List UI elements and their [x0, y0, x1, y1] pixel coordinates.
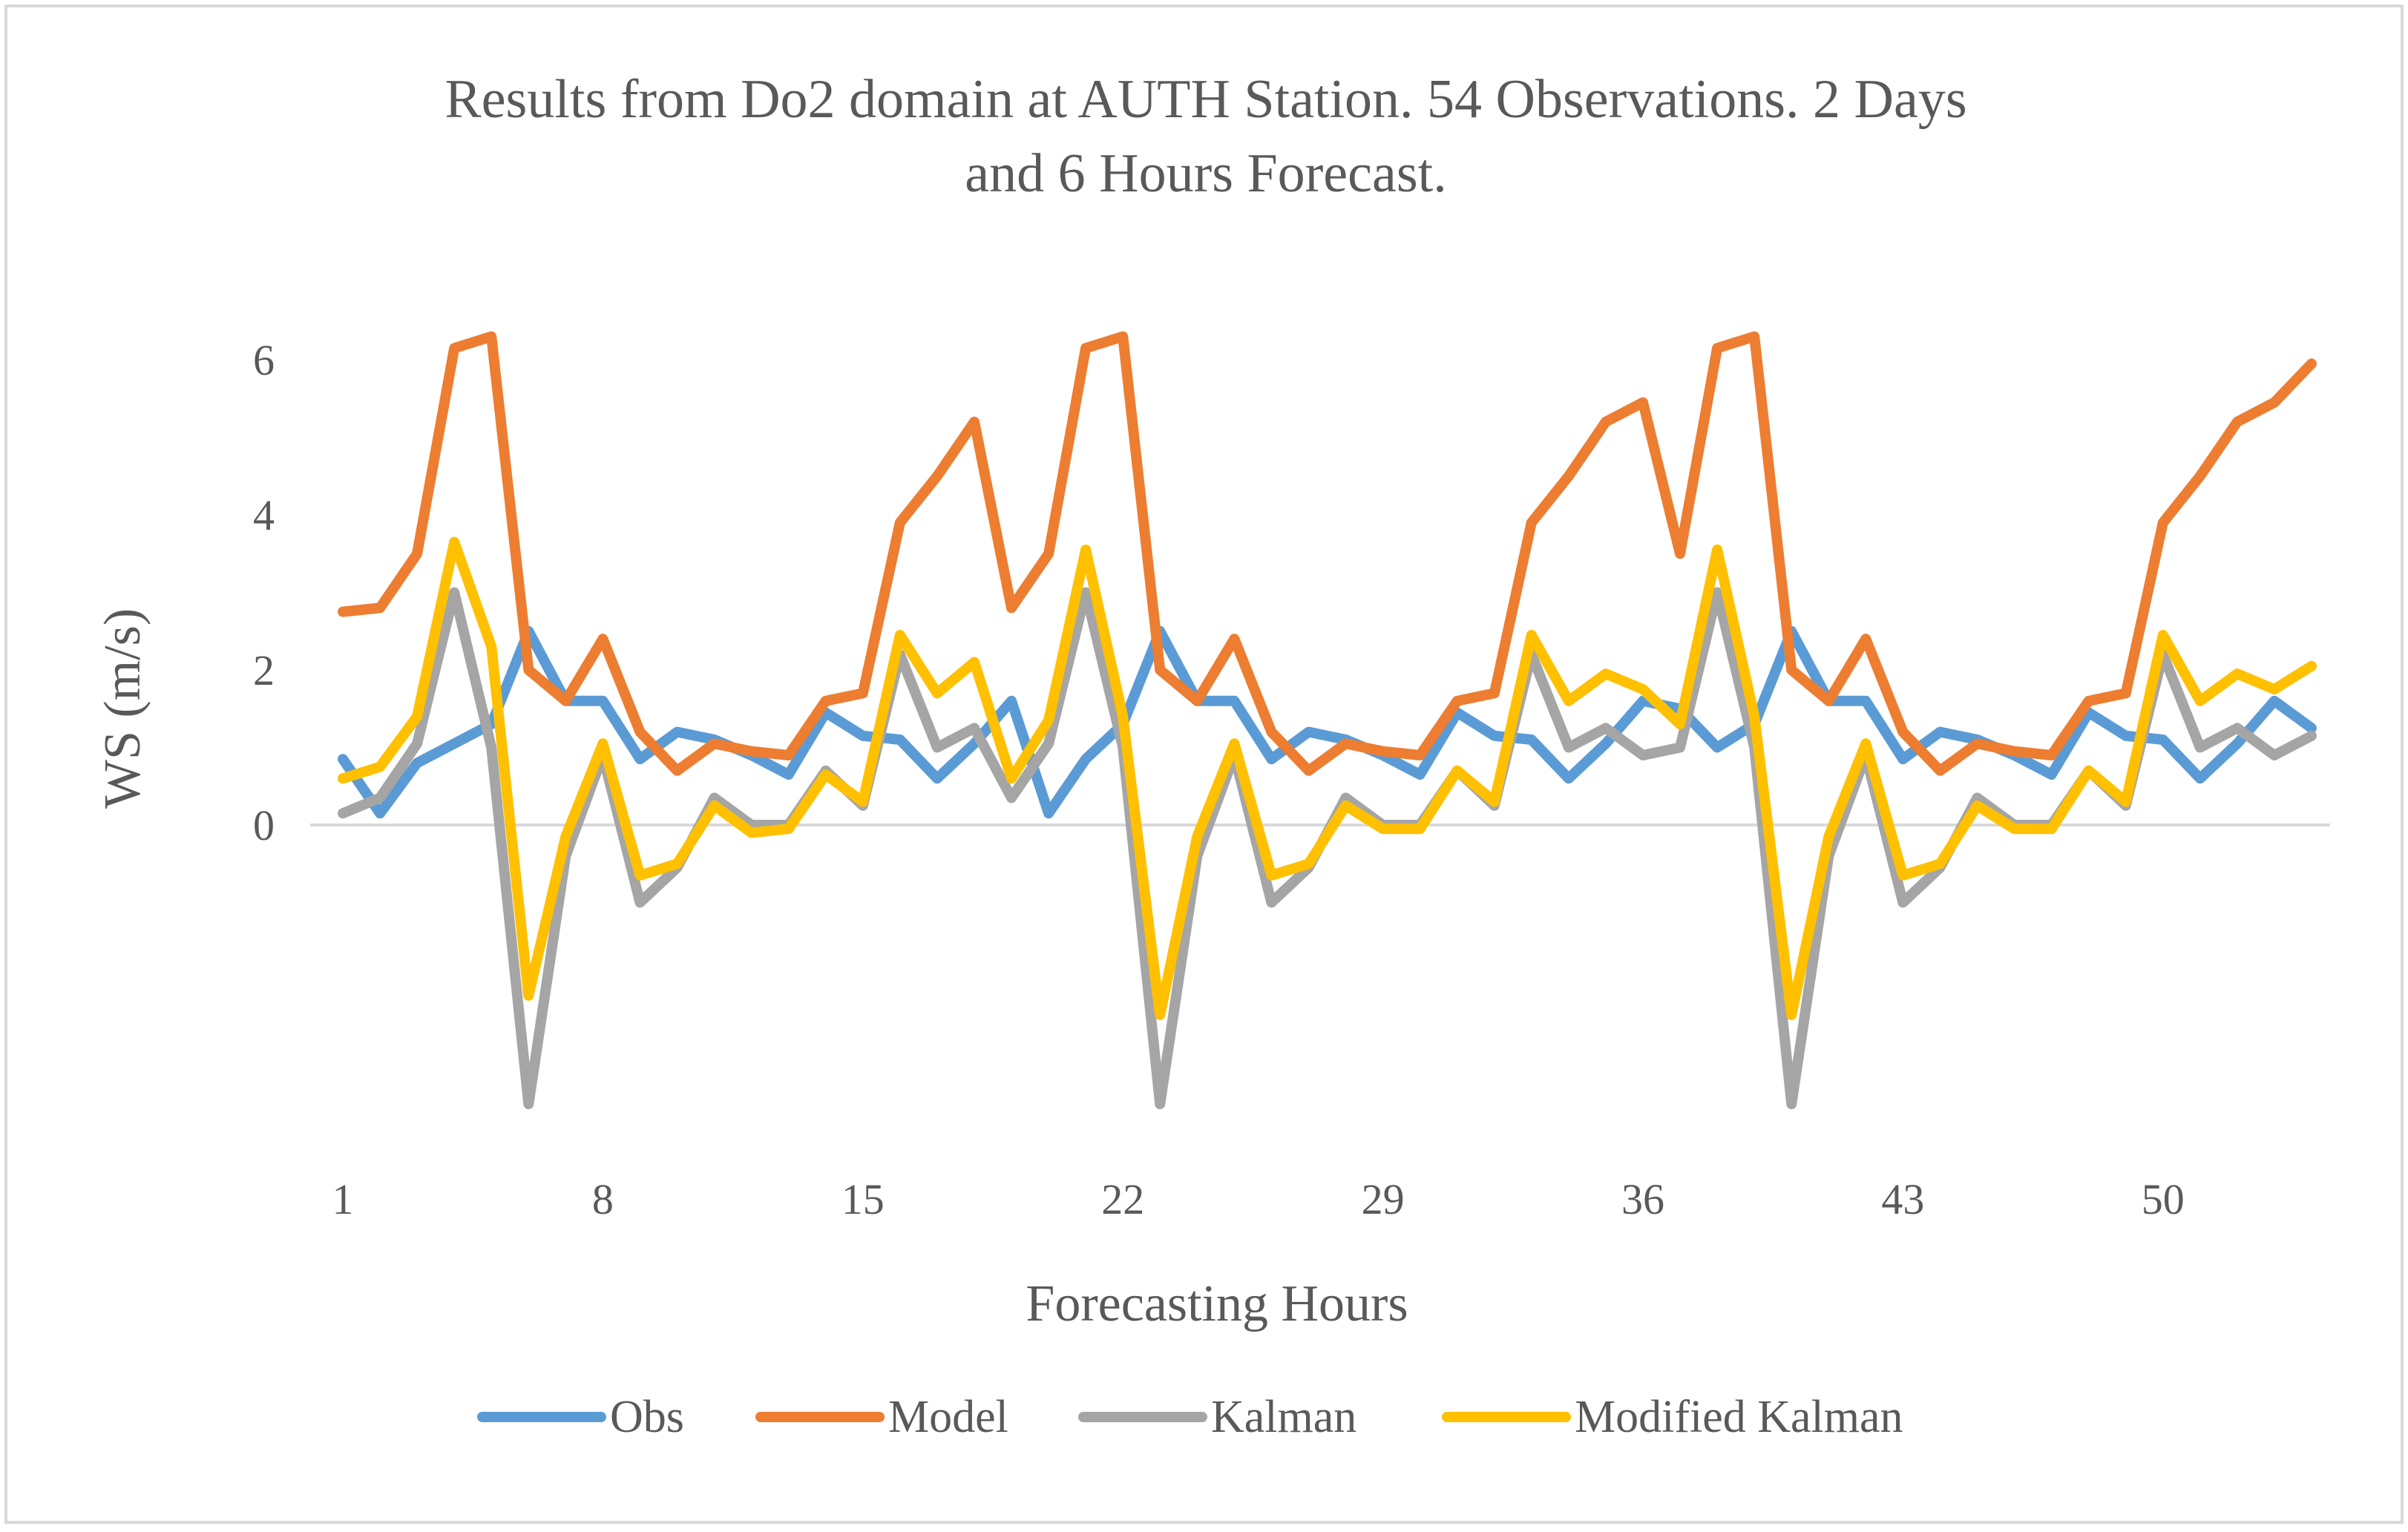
x-tick-label: 1 — [332, 1175, 354, 1223]
legend-label-obs: Obs — [610, 1392, 684, 1442]
x-axis-title: Forecasting Hours — [1026, 1275, 1408, 1332]
y-tick-label: 0 — [253, 801, 275, 849]
x-tick-label: 36 — [1621, 1175, 1664, 1223]
legend: Obs Model Kalman Modified Kalman — [477, 1392, 1903, 1442]
x-tick-label: 8 — [592, 1175, 614, 1223]
legend-label-model: Model — [888, 1392, 1008, 1442]
x-tick-label: 43 — [1881, 1175, 1924, 1223]
legend-label-modified-kalman: Modified Kalman — [1575, 1392, 1903, 1442]
x-tick-label: 29 — [1362, 1175, 1405, 1223]
chart-title-line-2: and 6 Hours Forecast. — [965, 143, 1446, 204]
y-axis-tick-labels: 0 2 4 6 — [253, 336, 275, 849]
chart-title-line-1: Results from Do2 domain at AUTH Station.… — [444, 69, 1966, 130]
legend-label-kalman: Kalman — [1211, 1392, 1356, 1442]
y-tick-label: 4 — [253, 491, 275, 539]
series-lines — [338, 331, 2317, 1110]
series-line-model — [338, 331, 2317, 776]
x-axis-tick-labels: 1 8 15 22 29 36 43 50 — [332, 1175, 2185, 1223]
y-tick-label: 2 — [253, 646, 275, 694]
chart-border — [4, 4, 2404, 1524]
y-tick-label: 6 — [253, 336, 275, 384]
x-tick-label: 22 — [1101, 1175, 1144, 1223]
y-axis-title: WS (m/s) — [94, 608, 151, 809]
x-tick-label: 50 — [2142, 1175, 2185, 1223]
series-line-modified-kalman — [338, 536, 2317, 1020]
x-tick-label: 15 — [842, 1175, 885, 1223]
